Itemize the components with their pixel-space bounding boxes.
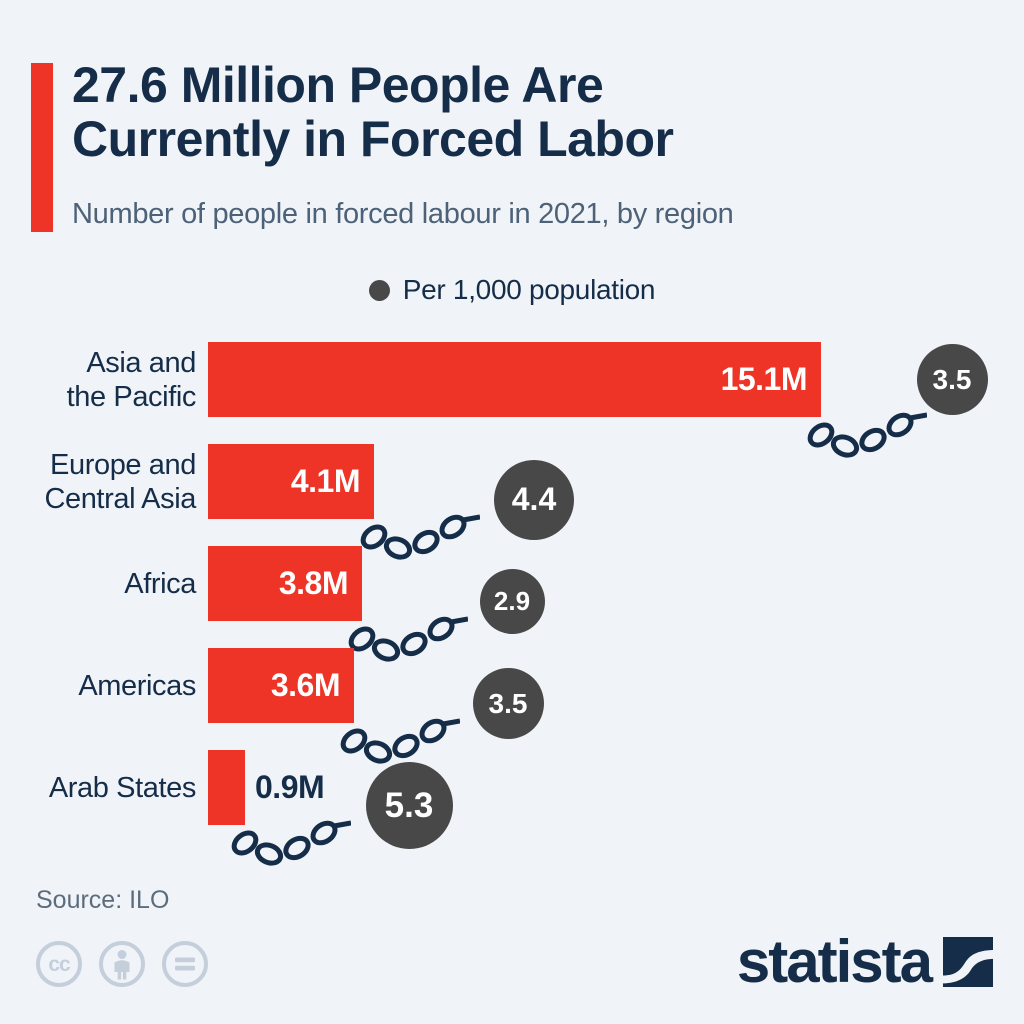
title-line-2: Currently in Forced Labor — [72, 111, 674, 167]
category-label-line: Europe and — [50, 448, 196, 481]
per-capita-circle: 4.4 — [494, 459, 574, 540]
category-label-line: Africa — [124, 567, 196, 600]
title-line-1: 27.6 Million People Are — [72, 57, 604, 113]
statista-swoosh-icon — [943, 937, 993, 987]
chain-icon — [348, 607, 469, 662]
chart-row: Europe and Central Asia 4.1M 4.4 — [0, 444, 1024, 560]
per-capita-circle: 5.3 — [365, 762, 453, 849]
per-capita-circle: 3.5 — [472, 668, 544, 739]
bar: 3.8M — [208, 546, 362, 621]
statista-wordmark: statista — [736, 928, 933, 995]
source-note: Source: ILO — [36, 886, 170, 914]
per-capita-circle: 3.5 — [916, 344, 988, 415]
category-label-line: Americas — [78, 669, 196, 702]
chain-icon — [807, 403, 928, 458]
bar-value-label: 4.1M — [290, 463, 361, 499]
bar-value-label: 3.6M — [270, 667, 341, 703]
cc-icon[interactable]: cc — [34, 939, 84, 989]
category-label-line: Central Asia — [44, 482, 196, 515]
category-label: Asia and the Pacific — [0, 342, 197, 417]
statista-logo[interactable]: statista — [736, 928, 993, 995]
chain-icon — [340, 709, 461, 764]
bar: 4.1M — [208, 444, 374, 519]
license-badges[interactable]: cc — [34, 939, 210, 989]
bar — [208, 750, 245, 825]
equals-icon[interactable] — [160, 939, 210, 989]
bar-value-label: 0.9M — [255, 769, 325, 805]
svg-text:cc: cc — [48, 953, 71, 976]
bar: 15.1M — [208, 342, 821, 417]
chain-icon — [231, 811, 352, 866]
category-label-line: Arab States — [48, 771, 197, 804]
chart-row: Africa 3.8M 2.9 — [0, 546, 1024, 662]
bar-value-label: 3.8M — [278, 565, 349, 601]
legend: Per 1,000 population — [0, 274, 1024, 306]
chart-row: Asia and the Pacific 15.1M 3.5 — [0, 342, 1024, 458]
legend-dot-icon — [368, 279, 390, 301]
category-label: Arab States — [0, 750, 197, 825]
category-label: Africa — [0, 546, 196, 621]
bar-value-label: 15.1M — [720, 361, 808, 397]
attribution-person-icon[interactable] — [97, 939, 147, 989]
chart-subtitle: Number of people in forced labour in 202… — [72, 198, 734, 230]
chain-icon — [360, 505, 481, 560]
chart-row: Americas 3.6M 3.5 — [0, 648, 1024, 764]
title-accent-bar — [31, 63, 53, 232]
category-label-line: the Pacific — [66, 380, 197, 413]
per-capita-circle: 2.9 — [479, 569, 545, 634]
bar: 3.6M — [208, 648, 354, 723]
page-title: 27.6 Million People Are Currently in For… — [72, 57, 674, 167]
chart-row: Arab States 0.9M 5.3 — [0, 750, 1024, 866]
category-label: Europe and Central Asia — [0, 444, 196, 519]
category-label-line: Asia and — [86, 346, 196, 379]
category-label: Americas — [0, 648, 196, 723]
legend-label: Per 1,000 population — [402, 274, 656, 305]
